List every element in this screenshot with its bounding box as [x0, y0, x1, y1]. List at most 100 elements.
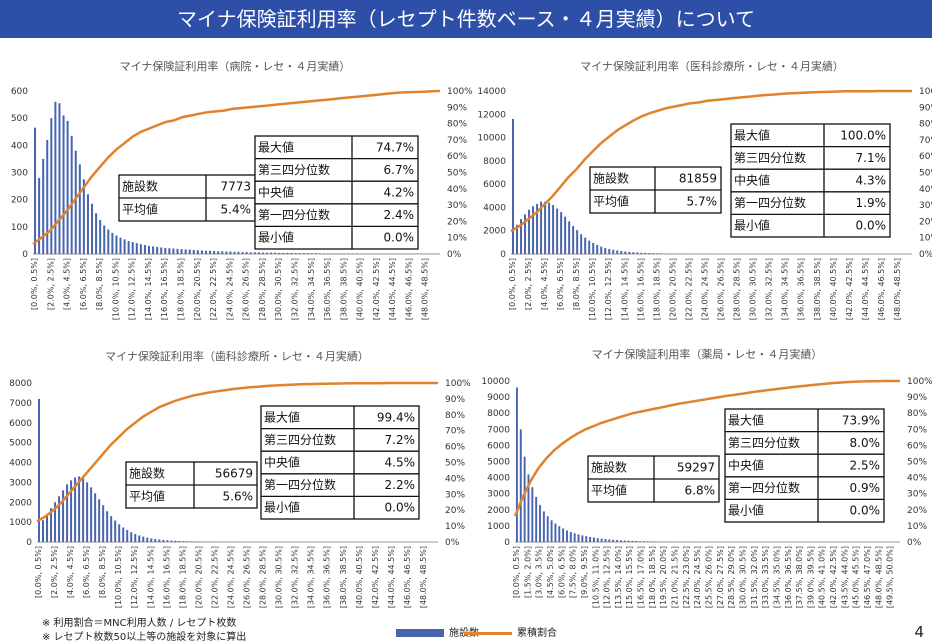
bar	[523, 456, 526, 542]
x-tick-label: [12.0%, 12.5%]	[128, 258, 137, 320]
stats-table-border	[260, 405, 420, 520]
bar	[282, 252, 285, 254]
bar	[516, 224, 519, 254]
bar	[170, 540, 173, 542]
bar	[172, 248, 175, 254]
y-tick-label: 12000	[477, 110, 506, 120]
stats-label: 第三四分位数	[258, 162, 330, 177]
x-tick-label: [16.0%, 16.5%]	[636, 258, 645, 320]
stats-label: 第一四分位数	[728, 480, 800, 495]
y-tick-label: 600	[11, 87, 28, 97]
bar	[130, 532, 133, 542]
stats-label: 中央値	[264, 455, 300, 470]
bar	[221, 251, 224, 254]
bar	[42, 520, 45, 542]
x-tick-label: [22.0%, 22.5%]	[684, 258, 693, 320]
y2-tick-label: 50%	[919, 169, 932, 179]
y2-tick-label: 60%	[907, 441, 927, 451]
x-tick-label: [42.0%, 42.5%]	[372, 258, 381, 320]
x-tick-label: [8.0%, 8.5%]	[95, 258, 104, 310]
page-number: 4	[914, 623, 924, 641]
stats-label: 最大値	[264, 409, 300, 424]
bar	[588, 240, 591, 254]
stats-value: 56679	[215, 467, 253, 481]
x-tick-label: [22.5%, 23.0%]	[682, 546, 691, 608]
bar	[74, 477, 77, 542]
y-tick-label: 500	[11, 114, 28, 124]
bar	[596, 538, 599, 542]
bar	[660, 253, 663, 254]
bar	[278, 252, 281, 254]
x-tick-label: [13.5%, 14.0%]	[614, 546, 623, 608]
stats-label: 平均値	[591, 483, 627, 498]
footnote-2: ※ レセプト枚数50以上等の施設を対象に算出	[42, 632, 247, 643]
stats-label: 平均値	[593, 194, 629, 209]
x-tick-label: [0.0%, 0.5%]	[508, 258, 517, 310]
bar	[107, 229, 110, 254]
bar	[38, 177, 41, 254]
stats-label: 施設数	[129, 466, 165, 481]
stats-value: 7.2%	[385, 433, 416, 447]
x-tick-label: [6.0%, 6.5%]	[79, 258, 88, 310]
y-tick-label: 14000	[477, 87, 506, 97]
bar	[190, 541, 193, 542]
y-tick-label: 100	[11, 223, 28, 233]
stats-value: 4.5%	[385, 456, 416, 470]
bar	[213, 251, 216, 254]
bar	[114, 520, 117, 542]
bar	[118, 524, 121, 542]
bar	[204, 250, 207, 254]
bar	[158, 539, 161, 542]
x-tick-label: [42.0%, 42.5%]	[829, 546, 838, 608]
bar	[592, 242, 595, 254]
bar	[94, 493, 97, 542]
y-tick-label: 6000	[9, 419, 32, 429]
y-tick-label: 0	[504, 538, 510, 548]
x-tick-label: [24.0%, 24.5%]	[225, 258, 234, 320]
x-tick-label: [0.0%, 0.5%]	[34, 546, 43, 598]
bar	[50, 508, 53, 542]
bar	[351, 253, 354, 254]
x-tick-label: [43.5%, 44.0%]	[840, 546, 849, 608]
x-tick-label: [12.0%, 12.5%]	[603, 546, 612, 608]
y2-tick-label: 100%	[445, 379, 471, 389]
bar	[608, 539, 611, 542]
y-tick-label: 7000	[9, 399, 32, 409]
bar	[62, 115, 65, 254]
stats-value: 100.0%	[840, 128, 886, 142]
y2-tick-label: 0%	[447, 250, 462, 260]
bar	[589, 536, 592, 542]
bar	[562, 528, 565, 542]
y-tick-label: 0	[500, 250, 506, 260]
stats-value: 6.8%	[685, 484, 716, 498]
y-tick-label: 10000	[477, 134, 506, 144]
y2-tick-label: 0%	[907, 538, 922, 548]
x-tick-label: [7.5%, 8.0%]	[569, 546, 578, 598]
x-tick-label: [45.0%, 45.5%]	[852, 546, 861, 608]
bar	[110, 516, 113, 542]
y2-tick-label: 70%	[445, 427, 465, 437]
x-tick-label: [12.0%, 12.5%]	[604, 258, 613, 320]
x-tick-label: [18.0%, 18.5%]	[652, 258, 661, 320]
y2-tick-label: 80%	[445, 411, 465, 421]
bar	[540, 201, 543, 254]
x-tick-label: [34.0%, 34.5%]	[781, 258, 790, 320]
bar	[123, 239, 126, 254]
bar	[554, 523, 557, 543]
bar	[115, 235, 118, 254]
x-tick-label: [46.0%, 46.5%]	[403, 546, 412, 608]
y-tick-label: 3000	[487, 490, 510, 500]
x-tick-label: [18.0%, 18.5%]	[177, 258, 186, 320]
bar	[154, 539, 157, 542]
x-tick-label: [14.0%, 14.5%]	[146, 546, 155, 608]
bar	[648, 253, 651, 254]
x-tick-label: [44.0%, 44.5%]	[387, 546, 396, 608]
y-tick-label: 8000	[9, 379, 32, 389]
bar	[186, 541, 189, 542]
bar	[131, 242, 134, 254]
x-tick-label: [20.0%, 20.5%]	[193, 258, 202, 320]
x-tick-label: [31.5%, 32.0%]	[750, 546, 759, 608]
bar	[142, 536, 145, 542]
stats-table-quartiles: 最大値 100.0% 第三四分位数 7.1% 中央値 4.3% 第一四分位数 1.9% 最小値 0…	[730, 123, 891, 238]
